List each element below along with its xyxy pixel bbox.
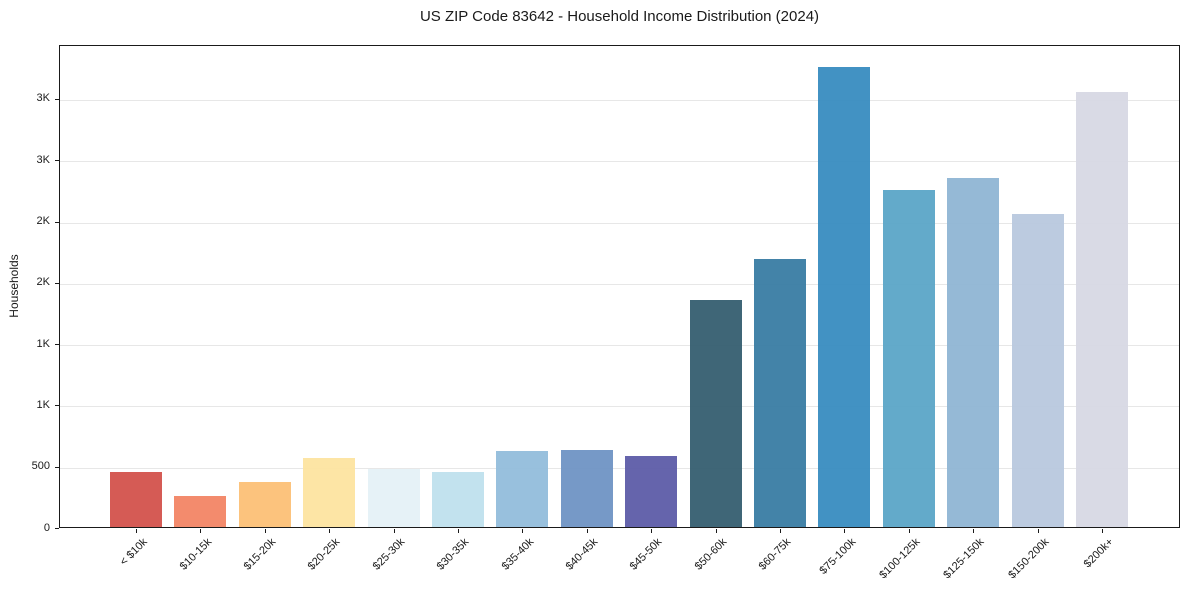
y-tick (55, 344, 59, 346)
gridline (60, 467, 1179, 469)
y-tick (55, 98, 59, 100)
x-tick (329, 529, 331, 533)
bar-35-40k (496, 451, 549, 527)
x-tick (522, 529, 524, 533)
gridline (60, 161, 1179, 163)
gridline (60, 406, 1179, 408)
x-tick-label: $10-15k (177, 536, 214, 573)
y-tick-label: 1K (36, 398, 50, 411)
x-tick-label: $125-150k (941, 536, 987, 582)
bar-150-200k (1011, 214, 1064, 527)
x-tick-label: $20-25k (306, 536, 343, 573)
bar-45-50k (625, 455, 678, 527)
y-tick (55, 528, 59, 529)
bar-200k (1076, 91, 1128, 527)
x-tick (1037, 529, 1039, 533)
x-tick-label: $25-30k (370, 536, 408, 573)
x-tick-label: < $10k (117, 536, 150, 569)
x-tick-label: $35-40k (499, 536, 536, 573)
x-tick (973, 529, 975, 533)
gridline (60, 283, 1179, 285)
bar-50-60k (689, 300, 742, 527)
x-tick-label: $45-50k (628, 536, 665, 573)
y-tick-label: 3K (36, 92, 50, 105)
gridline (60, 99, 1179, 101)
chart-title: US ZIP Code 83642 - Household Income Dis… (419, 8, 820, 25)
y-tick-label: 3K (36, 153, 50, 166)
x-tick (651, 529, 653, 533)
y-tick-label: 1K (36, 337, 50, 350)
gridline (60, 345, 1179, 347)
x-tick (715, 529, 717, 533)
x-tick (393, 529, 395, 533)
x-tick-label: $15-20k (241, 536, 279, 573)
x-tick-label: $50-60k (692, 536, 730, 573)
y-tick-label: 500 (31, 460, 50, 473)
x-tick (200, 529, 202, 533)
x-tick (780, 529, 781, 533)
x-tick (1102, 529, 1103, 533)
x-tick-label: $30-35k (434, 536, 472, 573)
x-tick (264, 529, 266, 533)
y-tick (55, 466, 59, 468)
x-tick (136, 529, 137, 533)
bar-10k (110, 471, 162, 527)
x-tick-label: $60-75k (756, 536, 794, 573)
bar-125-150k (947, 177, 1000, 527)
bar-40-45k (560, 449, 613, 527)
y-tick-label: 0 (43, 521, 50, 534)
bar-15-20k (238, 481, 291, 527)
y-tick-label: 2K (36, 276, 50, 289)
bar-30-35k (432, 471, 484, 527)
bar-25-30k (367, 469, 420, 527)
x-tick (586, 529, 588, 533)
bar-10-15k (174, 496, 227, 527)
bar-100-125k (882, 189, 935, 527)
y-tick-label: 2K (36, 215, 50, 228)
bar-20-25k (303, 458, 356, 527)
bar-75-100k (818, 67, 871, 527)
x-tick-label: $40-45k (563, 536, 601, 573)
y-tick (55, 405, 59, 407)
x-tick (458, 529, 459, 533)
gridline (60, 222, 1179, 224)
x-tick-label: $150-200k (1005, 536, 1052, 582)
x-tick-label: $200k+ (1081, 536, 1116, 571)
bar-60-75k (754, 258, 806, 527)
y-tick (55, 221, 59, 223)
y-tick (55, 160, 59, 162)
plot-area (59, 45, 1180, 528)
y-tick (55, 282, 59, 284)
x-tick (908, 529, 910, 533)
x-tick-label: $100-125k (877, 536, 923, 582)
x-tick-label: $75-100k (816, 536, 858, 577)
x-tick (844, 529, 846, 533)
